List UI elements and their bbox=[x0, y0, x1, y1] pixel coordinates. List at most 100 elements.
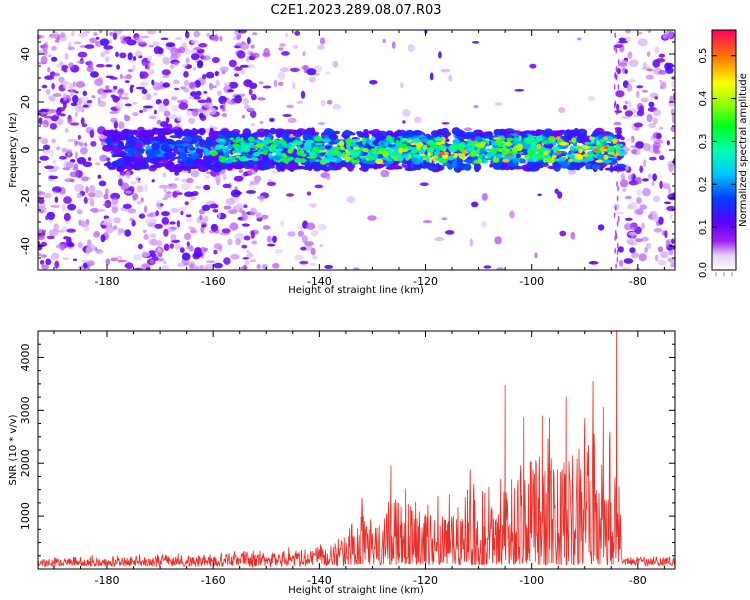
heatmap-cell bbox=[159, 80, 164, 88]
heatmap-cell bbox=[514, 137, 520, 142]
heatmap-cell bbox=[669, 214, 673, 220]
heatmap-cell bbox=[61, 257, 70, 260]
heatmap-cell bbox=[613, 212, 616, 219]
heatmap-cell bbox=[194, 265, 200, 270]
heatmap-cell bbox=[310, 229, 319, 237]
heatmap-cell bbox=[229, 149, 235, 155]
heatmap-cell bbox=[658, 70, 667, 75]
heatmap-cell bbox=[303, 65, 308, 74]
heatmap-cell bbox=[347, 164, 354, 172]
heatmap-cell bbox=[493, 128, 502, 136]
heatmap-cell bbox=[81, 259, 90, 263]
heatmap-cell bbox=[183, 48, 191, 55]
heatmap-cell bbox=[346, 143, 351, 150]
heatmap-cell bbox=[404, 148, 409, 152]
heatmap-cell bbox=[169, 221, 176, 225]
heatmap-cell bbox=[162, 56, 171, 65]
heatmap-cell bbox=[243, 235, 251, 241]
heatmap-cell bbox=[151, 79, 155, 86]
heatmap-cell bbox=[576, 145, 580, 150]
heatmap-cell bbox=[206, 108, 215, 111]
heatmap-cell bbox=[608, 145, 615, 152]
heatmap-cell bbox=[246, 190, 256, 194]
heatmap-cell bbox=[126, 39, 137, 46]
heatmap-cell bbox=[617, 83, 620, 90]
heatmap-cell bbox=[567, 133, 572, 141]
heatmap-cell bbox=[88, 192, 96, 198]
heatmap-cell bbox=[612, 151, 620, 157]
heatmap-cell bbox=[127, 148, 139, 155]
heatmap-cell bbox=[412, 129, 422, 136]
heatmap-cell bbox=[181, 252, 191, 261]
heatmap-cell bbox=[439, 151, 444, 156]
heatmap-cell bbox=[99, 154, 108, 162]
heatmap-cell bbox=[132, 112, 139, 117]
heatmap-cell bbox=[343, 135, 350, 140]
heatmap-cell bbox=[262, 145, 267, 151]
heatmap-cell bbox=[148, 250, 156, 254]
heatmap-cell bbox=[149, 69, 155, 75]
heatmap-cell bbox=[617, 242, 619, 249]
heatmap-cell bbox=[657, 259, 667, 266]
heatmap-cell bbox=[240, 265, 248, 270]
heatmap-cell bbox=[142, 229, 147, 233]
heatmap-cell bbox=[408, 146, 417, 151]
heatmap-cell bbox=[232, 139, 242, 143]
heatmap-cell bbox=[430, 130, 440, 137]
heatmap-cell bbox=[168, 183, 173, 187]
heatmap-cell bbox=[435, 149, 440, 153]
heatmap-cell bbox=[113, 217, 121, 224]
heatmap-cell bbox=[613, 121, 622, 126]
heatmap-cell bbox=[139, 110, 144, 113]
heatmap-cell bbox=[402, 109, 411, 117]
heatmap-cell bbox=[419, 149, 424, 154]
heatmap-cell bbox=[421, 153, 426, 157]
heatmap-cell bbox=[241, 151, 250, 156]
heatmap-cell bbox=[450, 144, 460, 149]
heatmap-cell bbox=[234, 66, 243, 71]
heatmap-cell bbox=[144, 183, 148, 192]
heatmap-cell bbox=[80, 220, 90, 228]
heatmap-cell bbox=[241, 212, 248, 222]
heatmap-cell bbox=[99, 221, 109, 226]
heatmap-cell bbox=[504, 155, 511, 159]
heatmap-cell bbox=[495, 153, 503, 159]
heatmap-cell bbox=[597, 154, 606, 160]
heatmap-cell bbox=[133, 162, 144, 166]
heatmap-cell bbox=[175, 139, 184, 145]
heatmap-cell bbox=[93, 32, 98, 36]
heatmap-cell bbox=[124, 92, 129, 97]
heatmap-cell bbox=[664, 62, 672, 71]
heatmap-cell bbox=[637, 38, 648, 47]
heatmap-cell bbox=[297, 225, 304, 230]
heatmap-cell bbox=[228, 209, 238, 214]
heatmap-cell bbox=[435, 157, 443, 161]
heatmap-cell bbox=[411, 138, 421, 143]
heatmap-cell bbox=[615, 90, 625, 98]
heatmap-cell bbox=[70, 122, 80, 126]
snr-panel: -180 -160 -140 -120 -100 -80 1000 2000 3000 4000… bbox=[8, 330, 676, 596]
heatmap-cell bbox=[44, 165, 54, 170]
heatmap-cell bbox=[281, 51, 290, 56]
heatmap-cell bbox=[570, 231, 576, 240]
heatmap-cell bbox=[648, 101, 655, 108]
heatmap-cell bbox=[213, 249, 218, 255]
heatmap-cell bbox=[629, 247, 636, 254]
heatmap-cell bbox=[165, 191, 172, 195]
heatmap-cell bbox=[104, 85, 110, 90]
heatmap-cell bbox=[415, 141, 424, 148]
heatmap-cell bbox=[568, 158, 574, 163]
heatmap-cell bbox=[181, 143, 191, 147]
heatmap-cell bbox=[98, 180, 107, 187]
heatmap-cell bbox=[494, 102, 503, 106]
heatmap-cell bbox=[89, 198, 95, 207]
heatmap-cell bbox=[671, 79, 675, 88]
heatmap-cell bbox=[615, 233, 618, 240]
heatmap-cell bbox=[262, 52, 271, 58]
heatmap-cell bbox=[271, 170, 279, 174]
heatmap-cell bbox=[46, 211, 56, 220]
heatmap-cell bbox=[43, 123, 47, 127]
heatmap-cell bbox=[202, 231, 206, 235]
heatmap-cell bbox=[228, 131, 235, 139]
heatmap-cell bbox=[391, 149, 401, 156]
